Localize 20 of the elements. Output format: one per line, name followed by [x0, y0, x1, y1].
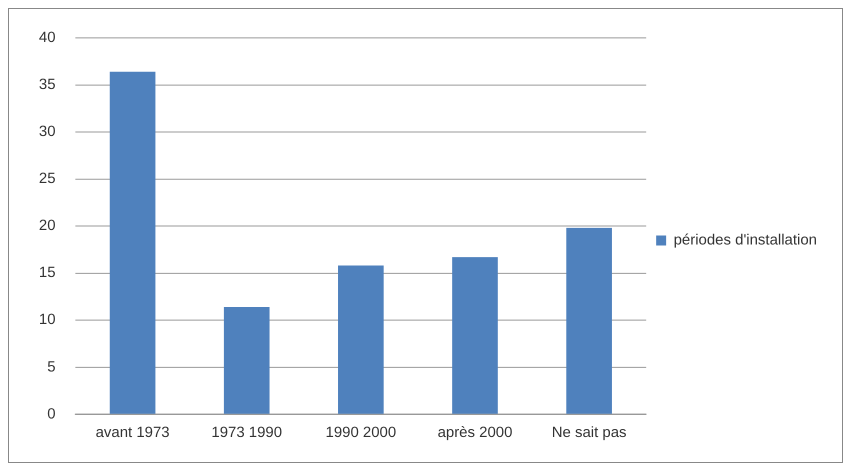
y-tick-label: 10 — [38, 311, 56, 328]
x-tick-label: après 2000 — [438, 424, 512, 442]
bar — [224, 306, 270, 414]
bar — [338, 266, 384, 414]
bar — [452, 257, 498, 414]
y-tick-label: 35 — [38, 76, 56, 94]
bar — [566, 228, 612, 414]
y-tick-label: 40 — [38, 29, 56, 46]
x-tick-label: 1973 1990 — [211, 424, 282, 442]
bar — [110, 72, 156, 414]
y-tick-label: 5 — [47, 358, 56, 376]
x-tick-label: 1990 2000 — [326, 424, 396, 442]
legend-label: périodes d'installation — [674, 232, 817, 249]
y-tick-label: 20 — [38, 217, 56, 234]
x-tick-label: avant 1973 — [96, 424, 170, 442]
y-tick-label: 0 — [47, 405, 56, 422]
y-tick-label: 30 — [38, 123, 56, 140]
y-tick-label: 25 — [38, 170, 56, 188]
y-tick-label: 15 — [38, 264, 56, 282]
x-tick-label: Ne sait pas — [552, 424, 627, 442]
